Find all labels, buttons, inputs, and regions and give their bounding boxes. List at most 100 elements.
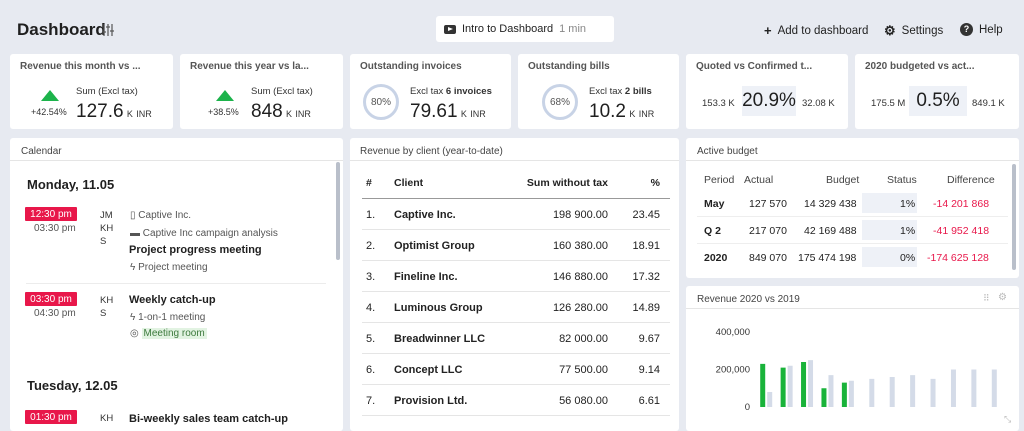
client-name: Provision Ltd. [394,395,468,407]
row-index: 1. [366,209,376,221]
kpi-right-value: 849.1 K [972,98,1005,109]
kpi-currency: INR [295,109,311,119]
kpi-card-outstanding-bills[interactable]: Outstanding bills 68% Excl tax 2 bills 1… [518,54,679,129]
table-row[interactable]: 2. Optimist Group 160 380.00 18.91 [362,230,670,261]
event-type-label: 1-on-1 meeting [138,312,206,323]
bar-2019[interactable] [869,378,875,407]
column-header: Status [887,174,917,186]
budget-period: Q 2 [704,225,721,237]
column-header: Client [394,177,424,189]
column-header: Difference [947,174,995,186]
progress-ring: 80% [363,84,399,120]
budget-difference: -14 201 868 [933,198,990,210]
kpi-card-revenue-month[interactable]: Revenue this month vs ... +42.54% Sum (E… [10,54,173,129]
kpi-right-value: 32.08 K [802,98,835,109]
table-row[interactable]: 2020 849 070 175 474 198 0% -174 625 128 [697,244,1008,271]
status-cell-bg [862,247,917,267]
column-header: # [366,177,372,189]
event-campaign: ▬ Captive Inc campaign analysis [130,228,278,239]
event-start-time: 03:30 pm [25,292,77,306]
table-row[interactable]: 6. Concept LLC 77 500.00 9.14 [362,354,670,385]
kpi-card-revenue-year[interactable]: Revenue this year vs la... +38.5% Sum (E… [180,54,343,129]
help-button[interactable]: ? Help [960,23,1003,36]
table-row[interactable]: 7. Provision Ltd. 56 080.00 6.61 [362,385,670,416]
event-title[interactable]: Weekly catch-up [129,294,216,306]
widget-title: Revenue by client (year-to-date) [360,146,503,157]
add-to-dashboard-button[interactable]: + Add to dashboard [764,23,868,38]
resize-handle-icon[interactable]: ⤡ [1004,414,1012,424]
table-row[interactable]: 3. Fineline Inc. 146 880.00 17.32 [362,261,670,292]
event-title[interactable]: Bi-weekly sales team catch-up [129,413,288,425]
client-percent: 9.14 [638,364,660,376]
document-icon: ▯ [130,210,139,221]
client-sum: 56 080.00 [559,395,608,407]
budget-period: May [704,198,725,210]
client-name: Captive Inc. [394,209,456,221]
kpi-title: Outstanding invoices [360,61,462,72]
gear-icon[interactable]: ⚙ [998,292,1007,303]
kpi-title: Quoted vs Confirmed t... [696,61,813,72]
kpi-value: 10.2 [589,101,626,122]
intro-video-button[interactable]: Intro to Dashboard 1 min [436,16,614,42]
divider [10,160,343,161]
budget-amount: 42 169 488 [804,225,857,237]
client-percent: 14.89 [632,302,660,314]
kpi-left-value: 175.5 M [871,98,906,109]
kpi-currency: INR [136,109,152,119]
bar-2020[interactable] [760,363,766,407]
bar-2019[interactable] [828,375,834,407]
attendee-initials: JM [100,210,113,221]
column-header: Budget [826,174,860,186]
kpi-card-outstanding-invoices[interactable]: Outstanding invoices 80% Excl tax 6 invo… [350,54,511,129]
attendee-initials: S [100,308,107,319]
settings-button[interactable]: ⚙ Settings [884,23,943,39]
event-location-label: Meeting room [141,328,207,339]
scrollbar-thumb[interactable] [1012,164,1016,270]
sliders-icon[interactable] [101,22,117,38]
table-row[interactable]: 5. Breadwinner LLC 82 000.00 9.67 [362,323,670,354]
bar-2019[interactable] [767,392,773,407]
scrollbar-thumb[interactable] [336,162,340,260]
column-header: Period [704,174,735,186]
bar-2020[interactable] [821,388,827,407]
intro-label: Intro to Dashboard [462,23,554,35]
bar-2019[interactable] [950,369,956,408]
drag-handle-icon[interactable]: ⠿ [983,293,990,303]
kpi-unit: K [460,109,467,119]
kpi-unit: K [286,109,293,119]
bar-2019[interactable] [889,377,895,407]
table-row[interactable]: May 127 570 14 329 438 1% -14 201 868 [697,190,1008,217]
calendar-day-heading: Tuesday, 12.05 [27,378,118,393]
budget-status: 1% [900,198,916,210]
table-row[interactable]: 4. Luminous Group 126 280.00 14.89 [362,292,670,323]
video-icon [444,24,456,34]
column-header: Actual [744,174,774,186]
add-label: Add to dashboard [777,24,869,37]
bar-2019[interactable] [787,365,793,407]
budget-status: 0% [900,252,916,264]
kpi-card-quoted-confirmed[interactable]: Quoted vs Confirmed t... 153.3 K 20.9% 3… [686,54,848,129]
bar-2019[interactable] [991,369,997,408]
calendar-title: Calendar [21,146,62,157]
bar-2019[interactable] [971,369,977,408]
active-budget-widget: Active budget [686,138,1019,278]
bar-2019[interactable] [848,380,854,407]
bar-2020[interactable] [801,362,807,407]
event-title[interactable]: Project progress meeting [129,244,262,256]
bar-2020[interactable] [841,382,847,407]
bar-2019[interactable] [808,360,814,407]
bolt-icon: ϟ [130,312,139,323]
bar-2019[interactable] [930,378,936,407]
bar-2020[interactable] [780,367,786,407]
bar-2019[interactable] [910,375,916,407]
kpi-left-value: 153.3 K [702,98,735,109]
client-sum: 82 000.00 [559,333,608,345]
kpi-value: 79.61 [410,101,458,122]
row-index: 4. [366,302,376,314]
help-label: Help [979,23,1003,36]
table-row[interactable]: Q 2 217 070 42 169 488 1% -41 952 418 [697,217,1008,244]
table-row[interactable]: 1. Captive Inc. 198 900.00 23.45 [362,199,670,230]
status-cell-bg [862,220,917,240]
header-bar: Dashboard Intro to Dashboard 1 min + Add… [0,0,1024,48]
kpi-card-budgeted-actual[interactable]: 2020 budgeted vs act... 175.5 M 0.5% 849… [855,54,1019,129]
